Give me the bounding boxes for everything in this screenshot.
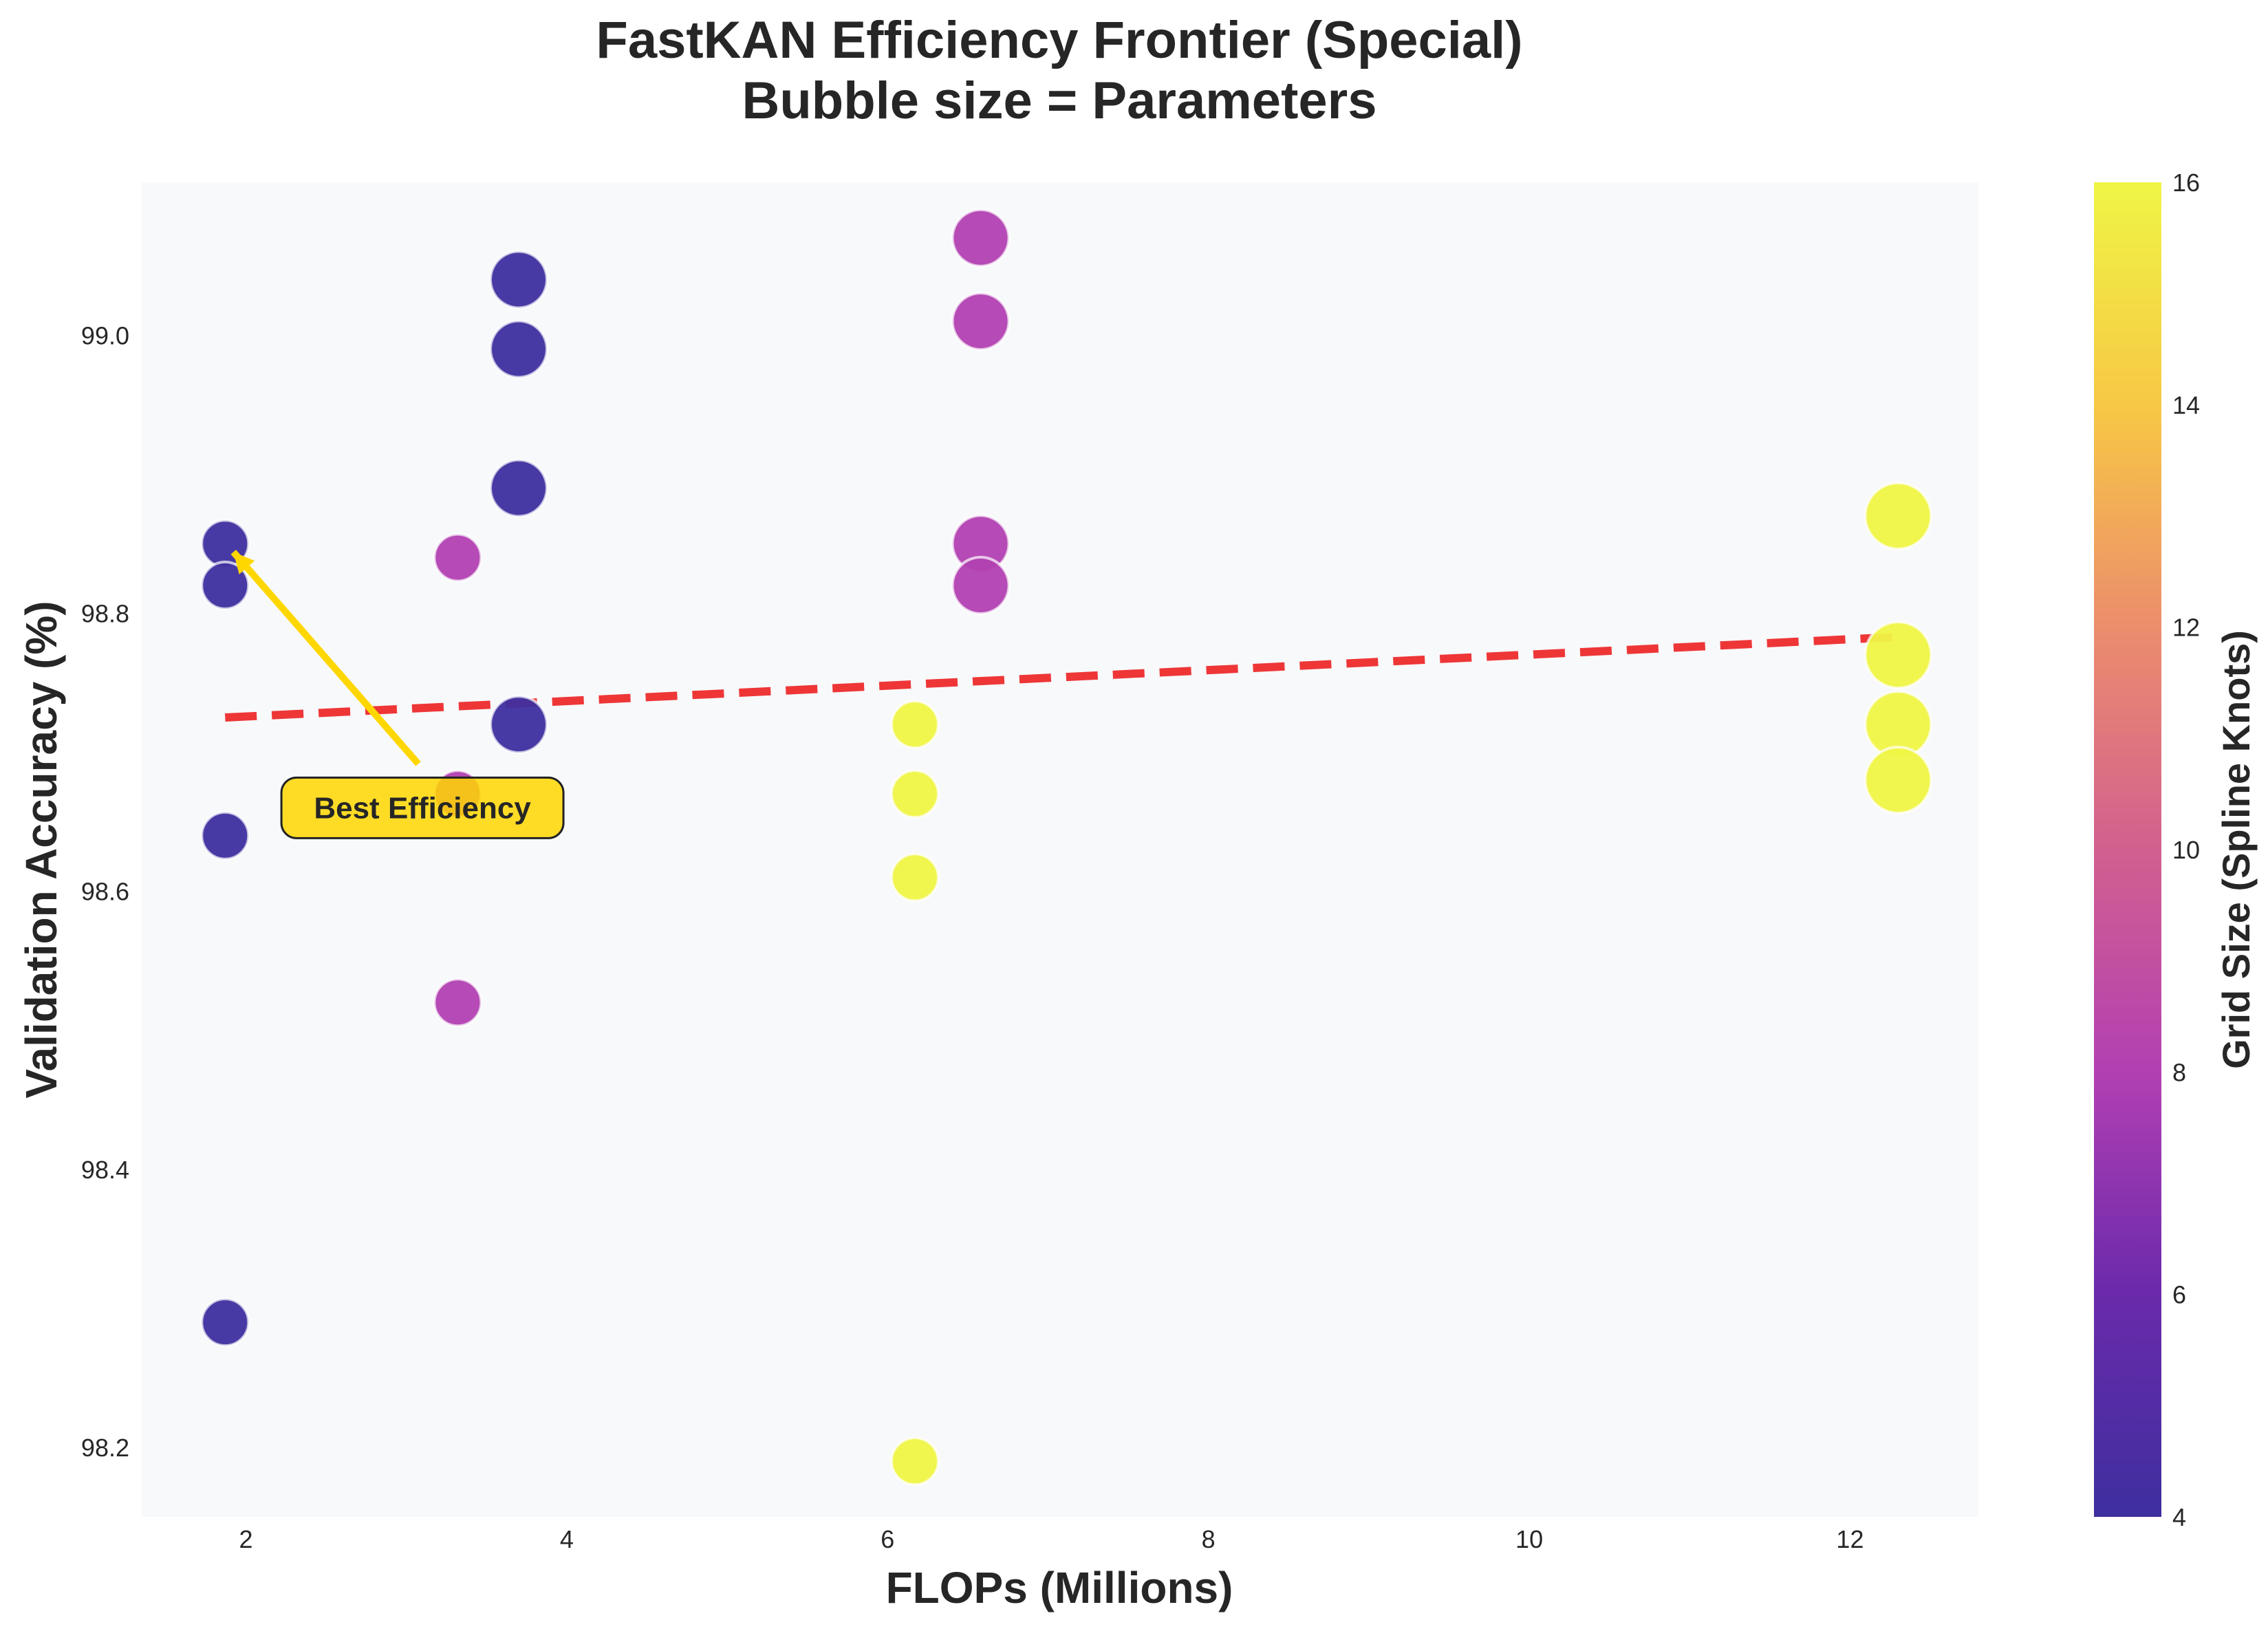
y-tick-label: 99.0: [81, 321, 129, 349]
y-tick-label: 98.4: [81, 1156, 129, 1184]
x-axis-ticks: 2 4 6 8 10 12: [239, 1525, 1864, 1553]
scatter-point: [951, 292, 1011, 352]
x-tick-label: 4: [560, 1525, 574, 1553]
scatter-point: [488, 319, 548, 379]
plot-area: [142, 182, 1978, 1517]
scatter-point: [1864, 621, 1933, 690]
annotation-arrow: [230, 550, 421, 766]
colorbar-tick-label: 6: [2172, 1281, 2186, 1309]
scatter-point: [200, 561, 250, 611]
scatter-point: [200, 810, 250, 861]
x-tick-label: 8: [1202, 1525, 1216, 1553]
scatter-point: [1864, 482, 1933, 550]
scatter-point: [433, 532, 483, 583]
scatter-point: [889, 1436, 940, 1487]
colorbar: [2094, 182, 2161, 1517]
y-axis-label: Validation Accuracy (%): [17, 601, 66, 1098]
y-tick-label: 98.6: [81, 878, 129, 906]
colorbar-tick-label: 12: [2172, 614, 2200, 642]
y-tick-label: 98.2: [81, 1434, 129, 1462]
x-axis-label: FLOPs (Millions): [886, 1563, 1233, 1612]
scatter-point: [951, 556, 1011, 616]
x-tick-label: 10: [1515, 1525, 1543, 1553]
annotation-layer: Best Efficiency: [230, 550, 565, 839]
x-tick-label: 12: [1836, 1525, 1864, 1553]
scatter-point: [889, 700, 940, 750]
x-tick-label: 6: [881, 1525, 894, 1553]
colorbar-ticks: 4 6 8 10 12 14 16: [2172, 169, 2200, 1531]
scatter-point: [488, 458, 548, 518]
annotation-arrowhead: [233, 552, 255, 574]
scatter-point: [200, 1297, 250, 1348]
scatter-point: [433, 978, 483, 1028]
scatter-point: [488, 695, 548, 755]
colorbar-label: Grid Size (Spline Knots): [2214, 630, 2258, 1069]
scatter-point: [488, 250, 548, 310]
colorbar-tick-label: 10: [2172, 836, 2200, 864]
annotation-box: [280, 776, 565, 839]
x-tick-label: 2: [239, 1525, 253, 1553]
y-tick-label: 98.8: [81, 599, 129, 627]
scatter-point: [889, 852, 940, 903]
chart-title: FastKAN Efficiency Frontier (Special): [596, 11, 1522, 69]
scatter-point: [951, 208, 1011, 268]
scatter-point: [889, 769, 940, 819]
chart-subtitle: Bubble size = Parameters: [742, 72, 1377, 130]
scatter-point: [1864, 745, 1933, 814]
y-axis-ticks: 98.2 98.4 98.6 98.8 99.0: [81, 321, 129, 1462]
scatter-points: [200, 208, 1933, 1487]
annotation-label: Best Efficiency: [314, 791, 531, 825]
colorbar-tick-label: 4: [2172, 1503, 2186, 1531]
colorbar-tick-label: 16: [2172, 169, 2200, 197]
colorbar-tick-label: 14: [2172, 391, 2200, 419]
colorbar-tick-label: 8: [2172, 1058, 2186, 1086]
